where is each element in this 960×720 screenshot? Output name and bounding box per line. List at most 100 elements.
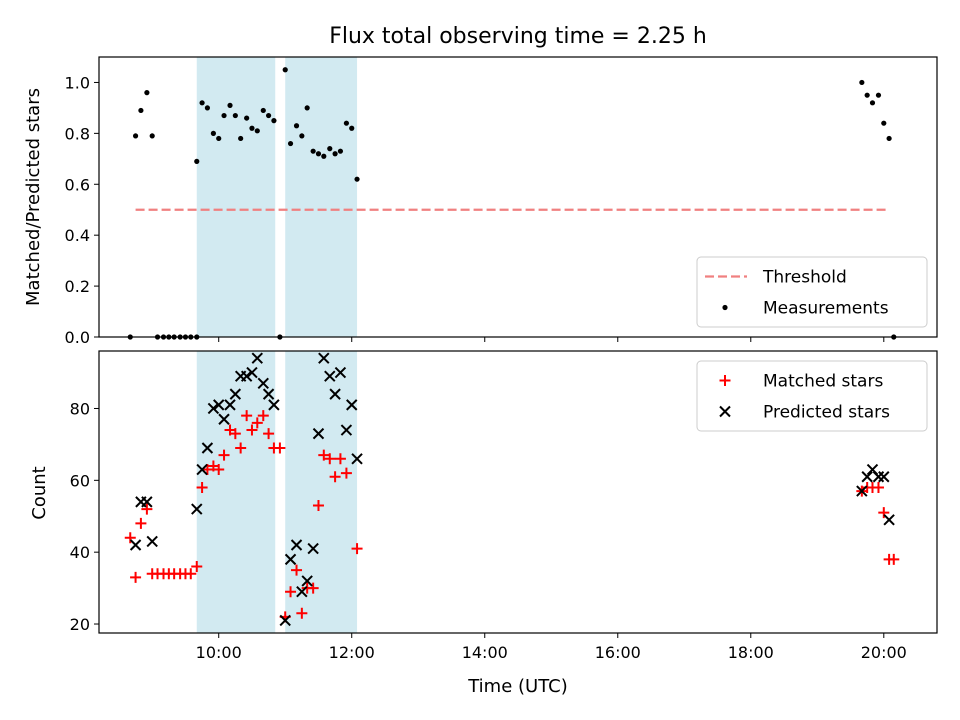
predicted-stars-point [290, 539, 303, 551]
matched-stars-point-glyph [196, 482, 208, 494]
predicted-stars-point-glyph [340, 424, 353, 436]
measurements-point [343, 120, 350, 126]
ratio-x-ticks [218, 337, 885, 342]
predicted-stars-point [301, 575, 313, 587]
predicted-stars-point-glyph [284, 553, 297, 566]
matched-stars-point [318, 449, 330, 461]
predicted-stars-point [856, 485, 868, 497]
measurements-point [204, 105, 211, 111]
matched-stars-point-glyph [312, 499, 324, 511]
matched-stars-point [141, 503, 153, 515]
predicted-stars-point [284, 553, 297, 566]
legend-label: Measurements [763, 299, 889, 319]
matched-stars-point-glyph [229, 428, 241, 440]
predicted-stars-point-glyph [324, 370, 336, 382]
predicted-stars-point [129, 539, 142, 551]
y-tick-label: 60 [70, 471, 90, 490]
matched-stars-point-glyph [213, 464, 225, 476]
x-tick-label: 12:00 [329, 643, 375, 662]
y-tick-label: 0.2 [65, 277, 90, 296]
legend-box [696, 360, 928, 432]
predicted-stars-point-glyph [318, 352, 330, 364]
matched-stars-point-glyph [329, 471, 341, 483]
measurements-point [254, 128, 260, 134]
predicted-stars-point-glyph [229, 388, 242, 400]
observing-windows [196, 351, 358, 633]
y-tick-label: 80 [70, 399, 90, 418]
matched-stars-point-glyph [334, 453, 346, 465]
measurements-point [349, 125, 355, 131]
predicted-stars-point-glyph [351, 453, 363, 465]
measurements-point [238, 135, 244, 142]
measurements-point [138, 107, 144, 114]
measurements-point [249, 125, 255, 131]
matched-stars-point-glyph [285, 586, 297, 598]
legend-predicted-stars-swatch-glyph [719, 405, 731, 418]
matched-stars-point [185, 568, 197, 580]
predicted-stars-point-glyph [296, 585, 308, 598]
matched-stars-point-glyph [878, 507, 890, 519]
predicted-stars-point [141, 496, 153, 508]
matched-stars-point [235, 442, 247, 454]
predicted-stars-point-glyph [191, 503, 203, 515]
predicted-stars-point [318, 352, 330, 364]
predicted-stars-point-glyph [262, 388, 275, 400]
predicted-stars-point-glyph [218, 413, 230, 425]
predicted-stars-point-glyph [196, 463, 208, 476]
predicted-stars-point-glyph [856, 485, 868, 497]
matched-stars-point-glyph [307, 582, 319, 594]
legend-measurements-swatch [722, 304, 728, 311]
predicted-stars-point-glyph [141, 496, 153, 508]
predicted-stars-point-glyph [290, 539, 303, 551]
predicted-stars-point-glyph [224, 399, 236, 411]
matched-stars-point [124, 532, 136, 544]
predicted-stars-point-glyph [301, 575, 313, 587]
measurements-point [315, 151, 322, 157]
x-tick-label: 18:00 [728, 643, 774, 662]
y-tick-label: 0.4 [65, 226, 90, 245]
matched-stars-point-glyph [257, 410, 269, 422]
y-tick-label: 0.6 [65, 175, 90, 194]
matched-stars-point [135, 517, 147, 529]
observing-window-span [196, 57, 276, 337]
matched-stars-point-glyph [340, 467, 352, 479]
matched-stars-point [324, 453, 336, 465]
measurements-point [310, 148, 316, 154]
x-tick-label: 14:00 [462, 643, 508, 662]
count-legend: Matched stars Predicted stars [696, 360, 928, 432]
matched-stars-point-glyph [201, 464, 213, 476]
measurements-point [881, 120, 887, 126]
predicted-stars-point [268, 399, 280, 411]
predicted-stars-point-glyph [872, 471, 885, 483]
matched-stars-point [307, 582, 319, 594]
measurements-point [327, 146, 333, 152]
x-tick-label: 16:00 [595, 643, 641, 662]
measurements-point [221, 112, 227, 119]
predicted-stars-point [191, 503, 203, 515]
predicted-stars-point [196, 463, 208, 476]
measurements-point [216, 135, 222, 142]
matched-stars-point [191, 561, 203, 573]
matched-stars-point-glyph [296, 607, 308, 619]
predicted-stars-point [262, 388, 275, 400]
measurements-point [864, 92, 870, 98]
count-y-ticks: 20 40 60 80 [70, 399, 99, 634]
predicted-stars-point [240, 370, 253, 382]
measurements-point [227, 102, 233, 108]
observing-windows [196, 57, 358, 337]
matched-stars-point-glyph [124, 532, 136, 544]
measurements-point [304, 105, 310, 111]
ratio-panel: 0.0 0.2 0.4 0.6 0.8 1.0 Matched/Predicted sta… [23, 56, 938, 347]
measurements-point [875, 92, 882, 98]
predicted-stars-point [218, 413, 230, 425]
measurements-point [287, 140, 294, 147]
predicted-stars-point-glyph [268, 399, 280, 411]
measurements-point [859, 79, 865, 86]
predicted-stars-point-glyph [861, 471, 873, 483]
predicted-stars-point [340, 424, 353, 436]
x-tick-label: 10:00 [196, 643, 242, 662]
measurements-point [144, 90, 150, 96]
measurements-point [210, 130, 216, 136]
measurements-point [299, 133, 305, 139]
matched-stars-point [296, 607, 308, 619]
